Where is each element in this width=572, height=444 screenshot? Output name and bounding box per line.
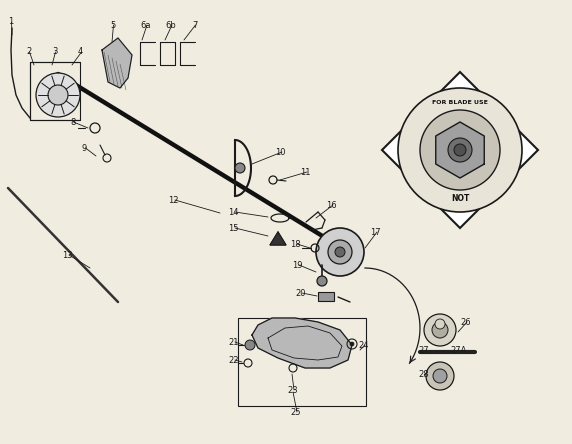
Text: 16: 16 bbox=[326, 201, 337, 210]
Polygon shape bbox=[382, 72, 538, 228]
Text: 11: 11 bbox=[300, 167, 311, 177]
Text: 17: 17 bbox=[370, 227, 380, 237]
Circle shape bbox=[426, 362, 454, 390]
Circle shape bbox=[245, 340, 255, 350]
Text: 1: 1 bbox=[8, 17, 13, 27]
Text: 21: 21 bbox=[228, 337, 239, 346]
Text: 6b: 6b bbox=[165, 20, 176, 29]
Bar bbox=[318, 292, 334, 301]
Circle shape bbox=[424, 314, 456, 346]
Circle shape bbox=[335, 247, 345, 257]
Text: NOT: NOT bbox=[451, 194, 469, 202]
Text: 10: 10 bbox=[275, 147, 285, 156]
Text: 20: 20 bbox=[295, 289, 305, 297]
Text: 9: 9 bbox=[82, 143, 88, 152]
Text: 23: 23 bbox=[287, 385, 297, 395]
Circle shape bbox=[316, 228, 364, 276]
Text: 14: 14 bbox=[228, 207, 239, 217]
Text: FOR BLADE USE: FOR BLADE USE bbox=[432, 99, 488, 104]
Polygon shape bbox=[102, 38, 132, 88]
Text: 28: 28 bbox=[418, 369, 428, 378]
Text: 4: 4 bbox=[78, 48, 84, 56]
Circle shape bbox=[420, 110, 500, 190]
Circle shape bbox=[435, 319, 445, 329]
Circle shape bbox=[454, 144, 466, 156]
Text: 13: 13 bbox=[62, 250, 73, 259]
Circle shape bbox=[448, 138, 472, 162]
Polygon shape bbox=[436, 122, 484, 178]
Polygon shape bbox=[252, 318, 352, 368]
Text: 19: 19 bbox=[292, 261, 303, 270]
Text: 22: 22 bbox=[228, 356, 239, 365]
Text: 12: 12 bbox=[168, 195, 178, 205]
Text: 27: 27 bbox=[418, 345, 428, 354]
Text: 7: 7 bbox=[192, 20, 197, 29]
Text: 2: 2 bbox=[26, 48, 31, 56]
Circle shape bbox=[328, 240, 352, 264]
Text: 24: 24 bbox=[358, 341, 368, 349]
Circle shape bbox=[432, 322, 448, 338]
Text: 26: 26 bbox=[460, 317, 471, 326]
Circle shape bbox=[350, 342, 354, 346]
Text: 3: 3 bbox=[52, 48, 57, 56]
Text: 8: 8 bbox=[70, 118, 76, 127]
Text: 27A: 27A bbox=[450, 345, 466, 354]
Polygon shape bbox=[270, 232, 286, 245]
Text: 6a: 6a bbox=[140, 20, 150, 29]
Text: 18: 18 bbox=[290, 239, 301, 249]
Circle shape bbox=[433, 369, 447, 383]
Circle shape bbox=[235, 163, 245, 173]
Text: 5: 5 bbox=[110, 20, 115, 29]
Circle shape bbox=[398, 88, 522, 212]
Bar bbox=[30, 62, 80, 120]
Circle shape bbox=[36, 73, 80, 117]
Circle shape bbox=[317, 276, 327, 286]
Bar bbox=[238, 318, 366, 406]
Text: 25: 25 bbox=[290, 408, 300, 416]
Circle shape bbox=[48, 85, 68, 105]
Text: 15: 15 bbox=[228, 223, 239, 233]
